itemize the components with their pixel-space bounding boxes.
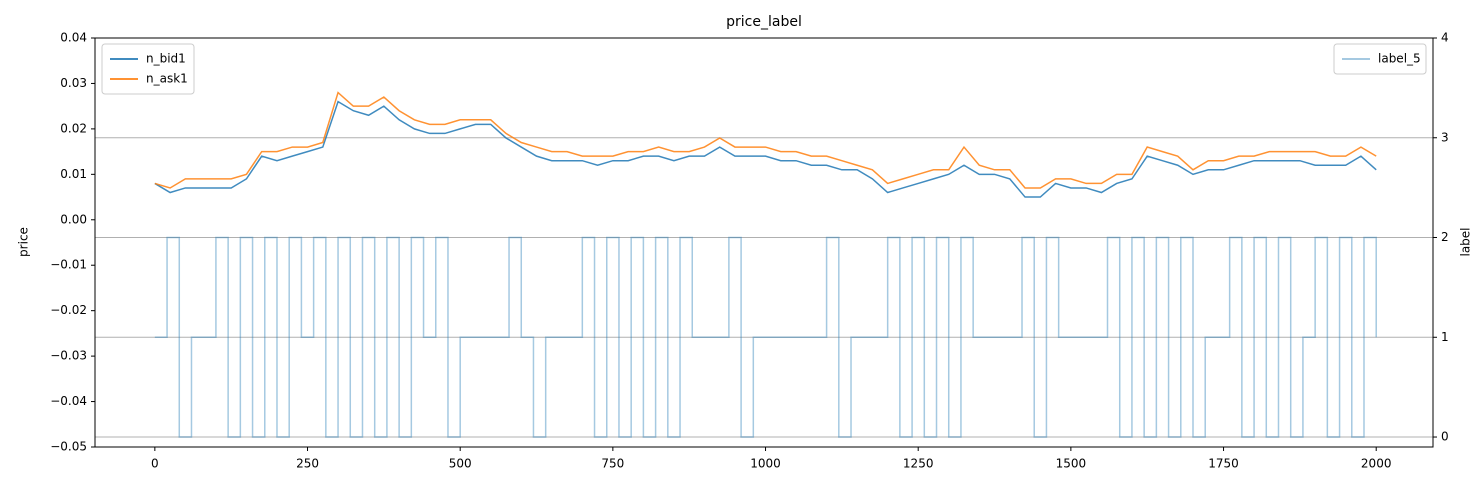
y2-tick-label: 0 (1441, 430, 1449, 444)
series-line (154, 236, 1377, 438)
legend-box (1333, 43, 1427, 75)
y-tick-label: 0.00 (60, 212, 87, 226)
legend-box (101, 43, 195, 95)
legend-label: n_bid1 (146, 52, 186, 66)
series-line (154, 100, 1377, 198)
y2-tick-label: 4 (1441, 31, 1449, 45)
x-tick-label: 1000 (750, 457, 781, 471)
y-axis-label: price (17, 227, 31, 257)
y-tick-label: −0.04 (50, 394, 87, 408)
y-tick-label: −0.05 (50, 440, 87, 454)
y-tick-label: 0.03 (60, 76, 87, 90)
y-tick-label: −0.03 (50, 349, 87, 363)
chart-title: price_label (726, 14, 802, 30)
series-line (154, 91, 1377, 189)
x-tick-label: 500 (449, 457, 472, 471)
x-tick-label: 0 (151, 457, 159, 471)
y2-tick-label: 1 (1441, 330, 1449, 344)
y-tick-label: −0.01 (50, 258, 87, 272)
x-tick-label: 250 (296, 457, 319, 471)
plot-frame (94, 37, 1434, 448)
y2-tick-label: 2 (1441, 230, 1449, 244)
y-tick-label: −0.02 (50, 303, 87, 317)
x-tick-label: 2000 (1361, 457, 1392, 471)
x-tick-label: 750 (601, 457, 624, 471)
legend-label: n_ask1 (146, 72, 188, 86)
x-tick-label: 1250 (903, 457, 934, 471)
y2-tick-label: 3 (1441, 130, 1449, 144)
y-tick-label: 0.04 (60, 31, 87, 45)
y-tick-label: 0.02 (60, 121, 87, 135)
x-tick-label: 1500 (1056, 457, 1087, 471)
y2-axis-label: label (1459, 227, 1473, 256)
x-tick-label: 1750 (1208, 457, 1239, 471)
legend-label: label_5 (1378, 52, 1421, 66)
y-tick-label: 0.01 (60, 167, 87, 181)
